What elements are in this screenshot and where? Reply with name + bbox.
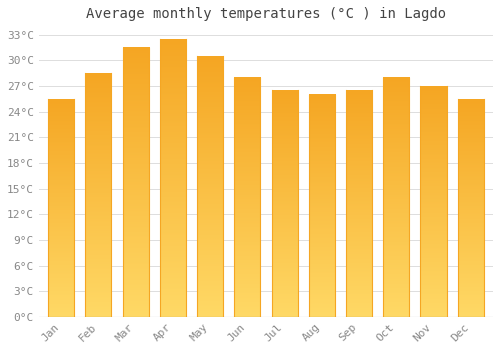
Title: Average monthly temperatures (°C ) in Lagdo: Average monthly temperatures (°C ) in La… <box>86 7 446 21</box>
